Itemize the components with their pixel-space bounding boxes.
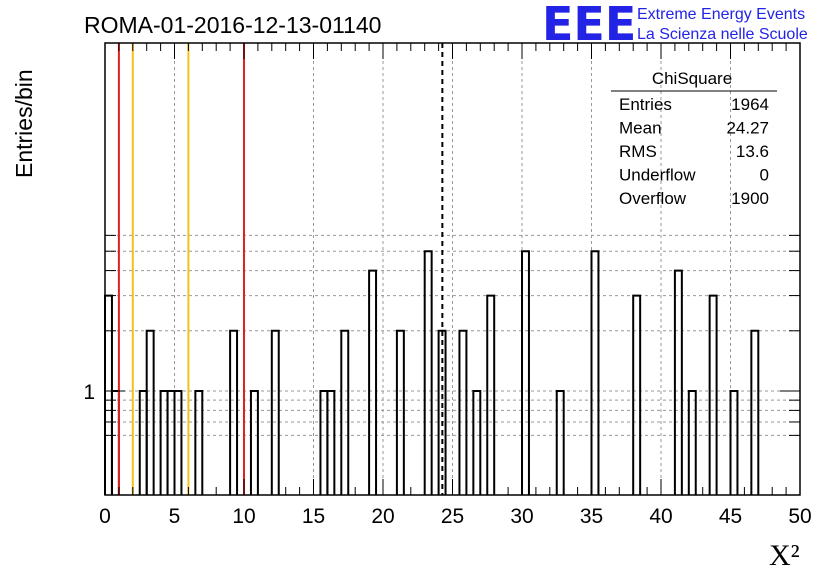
histogram-bin xyxy=(173,390,183,495)
stats-row-value: 13.6 xyxy=(736,142,769,161)
logo-line-2: La Scienza nelle Scuole xyxy=(637,26,808,43)
histogram-bin xyxy=(555,390,565,495)
histogram-bin xyxy=(229,329,239,495)
histogram-bin xyxy=(521,250,530,495)
histogram-bin xyxy=(708,294,718,495)
histogram-bin xyxy=(632,294,642,495)
x-tick-label: 30 xyxy=(510,505,533,528)
histogram-bars xyxy=(104,250,760,495)
x-tick-label: 50 xyxy=(788,505,811,528)
stats-box: ChiSquare Entries 1964 Mean 24.27 RMS 13.6 Und… xyxy=(611,69,777,208)
stats-rows: Entries 1964 Mean 24.27 RMS 13.6 Underflow 0 Ove… xyxy=(619,95,769,208)
eee-logo: EEE Extreme Energy Events La Scienza nel… xyxy=(542,0,808,51)
histogram-bin xyxy=(319,390,329,495)
x-tick-label: 10 xyxy=(232,505,255,528)
histogram-bin xyxy=(166,390,176,495)
histogram-bin xyxy=(687,390,697,495)
histogram-bin xyxy=(673,269,683,495)
stats-title: ChiSquare xyxy=(652,69,732,88)
stats-row-value: 1964 xyxy=(731,95,769,114)
x-tick-label: 20 xyxy=(371,505,394,528)
tick-labels: 0 5 10 15 20 25 30 35 40 45 50 1 xyxy=(83,381,811,528)
histogram-bin xyxy=(729,390,739,495)
histogram-bin xyxy=(486,294,496,495)
histogram-bin xyxy=(437,329,447,495)
y-tick-label: 1 xyxy=(83,381,95,404)
stats-row-label: Entries xyxy=(619,95,672,114)
vertical-markers xyxy=(117,43,444,495)
histogram-bin xyxy=(110,390,120,495)
histogram-bin xyxy=(159,390,169,495)
stats-row-value: 1900 xyxy=(731,189,769,208)
histogram-bin xyxy=(395,329,405,495)
histogram-bin xyxy=(326,390,336,495)
x-tick-label: 25 xyxy=(441,505,464,528)
histogram-bin xyxy=(368,269,378,495)
y-axis-label: Entries/bin xyxy=(11,69,37,178)
histogram-bin xyxy=(270,329,280,495)
grid-lines xyxy=(105,43,800,495)
logo-line-1: Extreme Energy Events xyxy=(637,6,805,23)
stats-row-value: 0 xyxy=(760,166,769,185)
histogram-bin xyxy=(472,390,482,495)
x-tick-label: 45 xyxy=(719,505,742,528)
histogram-bin xyxy=(750,329,760,495)
histogram-bin xyxy=(249,390,259,495)
histogram-bin xyxy=(590,250,600,495)
histogram-bin xyxy=(194,390,204,495)
histogram-bin xyxy=(340,329,350,495)
x-tick-label: 0 xyxy=(99,505,111,528)
x-tick-label: 15 xyxy=(302,505,325,528)
chart-title: ROMA-01-2016-12-13-01140 xyxy=(84,12,381,38)
histogram-bin xyxy=(138,390,148,495)
histogram-bin xyxy=(145,329,155,495)
axes xyxy=(104,42,801,496)
x-axis-label: X² xyxy=(769,539,800,572)
histogram-bin xyxy=(104,294,113,495)
x-tick-label: 5 xyxy=(169,505,181,528)
stats-row-label: Mean xyxy=(619,119,662,138)
stats-row-label: Underflow xyxy=(619,166,696,185)
stats-row-label: Overflow xyxy=(619,189,687,208)
histogram-bin xyxy=(423,250,433,495)
stats-row-label: RMS xyxy=(619,142,657,161)
histogram-bin xyxy=(458,329,468,495)
x-tick-label: 35 xyxy=(580,505,603,528)
stats-row-value: 24.27 xyxy=(726,119,769,138)
x-tick-label: 40 xyxy=(649,505,672,528)
